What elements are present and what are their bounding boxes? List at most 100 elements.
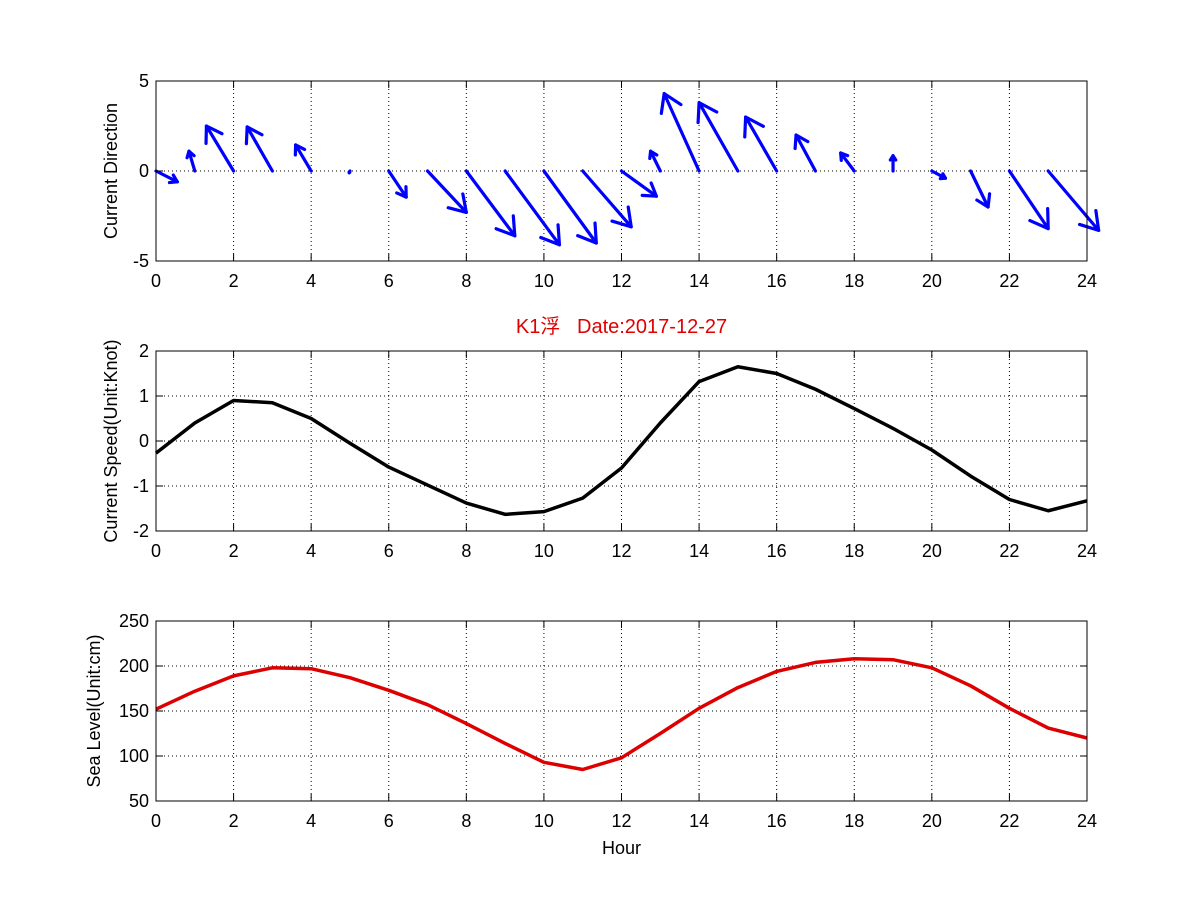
x-tick-label: 20	[922, 541, 942, 561]
y-tick-label: 2	[139, 341, 149, 361]
y-axis-label: Current Direction	[101, 103, 121, 239]
y-tick-label: -2	[133, 521, 149, 541]
current-vector-shaft	[969, 169, 990, 209]
x-tick-label: 8	[461, 541, 471, 561]
current-vector-head	[659, 91, 683, 115]
x-tick-label: 10	[534, 271, 554, 291]
x-tick-label: 0	[151, 811, 161, 831]
x-tick-label: 24	[1077, 541, 1097, 561]
x-tick-label: 24	[1077, 811, 1097, 831]
current-vector-head	[938, 172, 948, 181]
current-vector-shaft	[662, 91, 701, 173]
current-vector-head	[539, 223, 562, 247]
current-vector-shaft	[542, 169, 598, 245]
current-vector-head	[1028, 207, 1050, 231]
y-tick-label: -5	[133, 251, 149, 271]
x-tick-label: 22	[999, 271, 1019, 291]
current-vector-head	[610, 205, 633, 229]
x-tick-label: 6	[384, 811, 394, 831]
x-tick-label: 16	[767, 811, 787, 831]
current-vector-head	[640, 181, 659, 198]
x-tick-label: 14	[689, 811, 709, 831]
x-tick-label: 12	[611, 541, 631, 561]
x-tick-label: 2	[229, 271, 239, 291]
current-vector-shaft	[387, 169, 408, 199]
x-tick-label: 10	[534, 811, 554, 831]
current-vector-head	[839, 151, 850, 163]
x-tick-label: 0	[151, 271, 161, 291]
current-vector-shaft	[187, 149, 197, 173]
x-tick-label: 6	[384, 541, 394, 561]
current-vector-head	[1077, 208, 1101, 232]
x-tick-label: 22	[999, 541, 1019, 561]
x-tick-label: 2	[229, 811, 239, 831]
x-tick-label: 20	[922, 811, 942, 831]
y-tick-label: 150	[119, 701, 149, 721]
current-speed-line	[154, 365, 1088, 517]
current-vector-shaft	[294, 143, 313, 173]
y-axis-label: Current Speed(Unit:Knot)	[101, 339, 121, 542]
current-vector-shaft	[503, 169, 562, 247]
y-tick-label: 250	[119, 611, 149, 631]
x-tick-label: 20	[922, 271, 942, 291]
x-tick-label: 24	[1077, 271, 1097, 291]
x-tick-label: 4	[306, 811, 316, 831]
y-tick-label: 5	[139, 71, 149, 91]
current-vector-head	[347, 170, 352, 175]
current-vector-head	[293, 143, 307, 157]
current-vector-head	[244, 125, 264, 146]
y-tick-label: 50	[129, 791, 149, 811]
y-tick-label: 0	[139, 161, 149, 181]
current-vector-shaft	[839, 151, 856, 173]
x-tick-label: 4	[306, 271, 316, 291]
current-vector-shaft	[697, 100, 740, 173]
x-tick-label: 2	[229, 541, 239, 561]
current-vector-shaft	[744, 115, 779, 173]
current-vector-head	[494, 214, 517, 238]
chart-title: K1浮 Date:2017-12-27	[516, 315, 727, 338]
current-vector-head	[204, 124, 224, 145]
x-axis-label: Hour	[602, 838, 641, 858]
x-tick-label: 22	[999, 811, 1019, 831]
x-tick-label: 14	[689, 271, 709, 291]
current-vector-head	[395, 185, 408, 199]
x-tick-label: 8	[461, 811, 471, 831]
x-tick-label: 18	[844, 541, 864, 561]
current-vector-head	[648, 149, 659, 161]
current-vector-shaft	[1007, 169, 1050, 231]
x-tick-label: 18	[844, 271, 864, 291]
y-tick-label: -1	[133, 476, 149, 496]
x-tick-label: 10	[534, 541, 554, 561]
x-tick-label: 16	[767, 271, 787, 291]
current-vector-shaft	[648, 149, 662, 173]
x-tick-label: 14	[689, 541, 709, 561]
current-vector-shaft	[425, 169, 468, 214]
x-tick-label: 12	[611, 811, 631, 831]
y-axis-label: Sea Level(Unit:cm)	[84, 634, 104, 787]
current-vector-head	[576, 221, 598, 245]
x-tick-label: 6	[384, 271, 394, 291]
y-tick-label: 100	[119, 746, 149, 766]
current-vector-head	[167, 173, 179, 185]
current-vector-head	[696, 100, 719, 125]
current-vector-head	[793, 133, 810, 151]
current-vector-shaft	[794, 133, 818, 173]
current-vector-head	[185, 149, 196, 160]
x-tick-label: 0	[151, 541, 161, 561]
current-vector-head	[743, 115, 765, 139]
x-tick-label: 16	[767, 541, 787, 561]
sea-level-line	[155, 657, 1088, 772]
y-tick-label: 200	[119, 656, 149, 676]
current-vector-head	[975, 192, 992, 209]
current-vector-shaft	[581, 169, 633, 229]
current-vector-shaft	[245, 125, 274, 173]
current-vector-shaft	[154, 169, 179, 184]
current-vector-shaft	[464, 169, 517, 238]
y-tick-label: 0	[139, 431, 149, 451]
current-vector-shaft	[619, 169, 659, 198]
current-vector-head	[446, 192, 468, 214]
current-vector-shaft	[204, 124, 236, 173]
